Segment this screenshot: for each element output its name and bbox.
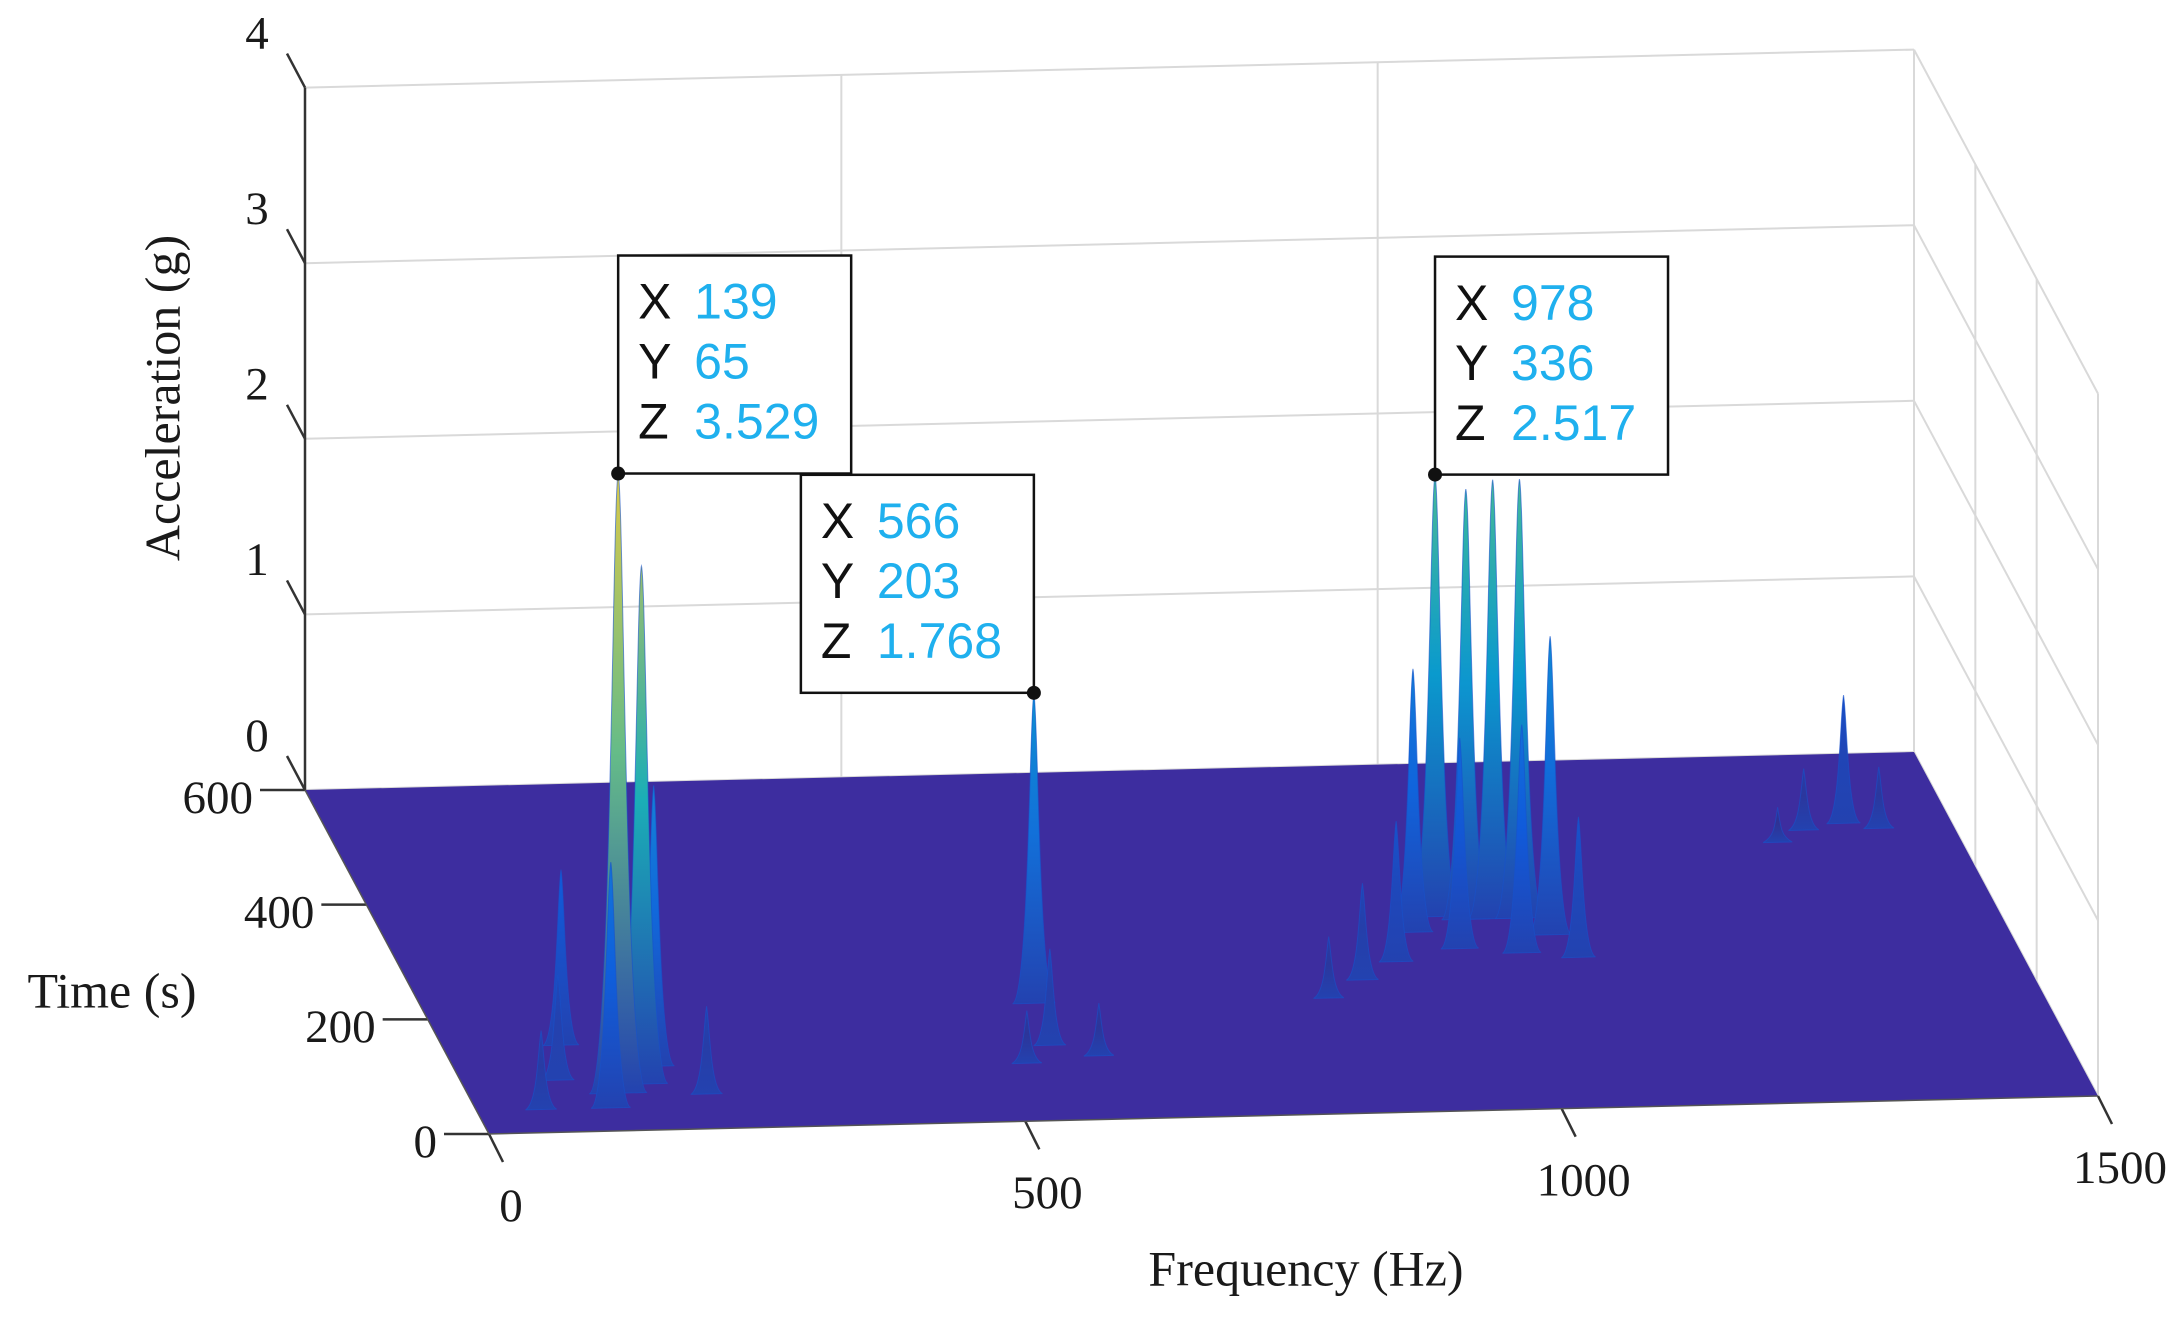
- surface-peak: [1378, 821, 1414, 963]
- grid-line: [1913, 400, 2099, 746]
- grid-line: [304, 399, 1915, 440]
- datatip-key: Z: [821, 613, 852, 669]
- datatip-key: X: [638, 274, 671, 330]
- z-tick: [285, 755, 307, 791]
- surface-peak: [541, 974, 575, 1082]
- surface-peak: [1392, 668, 1434, 934]
- datatip-marker: [1026, 685, 1041, 700]
- grid-line: [304, 224, 1915, 265]
- surface-peak: [1502, 724, 1542, 954]
- x-tick: [487, 1133, 505, 1163]
- surface-peak: [1826, 695, 1861, 825]
- datatip-value: 3.529: [694, 394, 819, 450]
- z-tick-label: 4: [245, 7, 269, 59]
- z-tick-label: 2: [245, 359, 269, 411]
- y-tick-label: 600: [183, 772, 254, 824]
- surface-peak: [525, 1030, 558, 1111]
- datatip-value: 65: [694, 334, 750, 390]
- y-tick-label: 400: [244, 886, 315, 938]
- grid-line: [1913, 224, 2099, 570]
- datatip-marker: [1428, 467, 1443, 482]
- z-tick: [285, 53, 307, 89]
- datatip: X 566 Y 203 Z 1.768: [799, 473, 1041, 700]
- surface-peak: [1313, 936, 1345, 999]
- datatip-key: X: [821, 493, 854, 549]
- x-tick-label: 1500: [2073, 1142, 2167, 1194]
- z-tick-label: 3: [245, 183, 269, 235]
- surface-floor: [305, 752, 2098, 1134]
- x-tick-label: 500: [1012, 1167, 1083, 1219]
- y-tick-label: 0: [414, 1116, 438, 1168]
- axes-ticks: 0 500 1000 1500 0 200 400 600 0 1 2 3 4: [183, 7, 2168, 1231]
- surface-peak: [1083, 1002, 1115, 1057]
- x-tick: [1560, 1108, 1577, 1138]
- datatip-value: 336: [1511, 335, 1594, 391]
- datatip-marker: [611, 466, 626, 481]
- datatip-box: [616, 254, 853, 475]
- grid-line: [304, 48, 1915, 89]
- surface-peak: [1345, 883, 1379, 981]
- surface: [305, 471, 2098, 1134]
- datatip-key: Y: [638, 334, 671, 390]
- datatip-value: 978: [1511, 275, 1594, 331]
- y-axis-title: Time (s): [27, 962, 196, 1018]
- datatip-key: Z: [638, 394, 669, 450]
- x-tick: [1024, 1120, 1041, 1150]
- surface-peak: [1440, 737, 1479, 950]
- surface-peak: [1011, 1010, 1043, 1065]
- datatip-value: 2.517: [1511, 395, 1636, 451]
- datatip-key: Y: [821, 553, 854, 609]
- surface-peak: [1033, 948, 1067, 1047]
- datatip-key: X: [1455, 275, 1488, 331]
- datatip-key: Y: [1455, 335, 1488, 391]
- z-tick: [285, 404, 307, 440]
- z-tick-label: 0: [245, 710, 269, 762]
- surface-peak: [1863, 766, 1895, 830]
- datatip-box: [799, 473, 1036, 695]
- surface-peak: [690, 1006, 723, 1095]
- surface-peak: [1560, 816, 1596, 959]
- z-axis-title: Acceleration (g): [134, 235, 190, 561]
- surface-peak: [1441, 489, 1491, 921]
- grid-line: [304, 575, 1915, 616]
- x-tick-label: 0: [499, 1180, 523, 1232]
- y-axis-line: [304, 789, 490, 1135]
- surface-peak: [1467, 479, 1518, 920]
- z-tick-label: 1: [245, 534, 269, 586]
- datatip: X 978 Y 336 Z 2.517: [1428, 255, 1670, 482]
- surface-peak: [542, 869, 580, 1047]
- grid-line: [1913, 49, 2099, 395]
- datatip-value: 1.768: [877, 613, 1002, 669]
- x-axis-title: Frequency (Hz): [1148, 1240, 1463, 1296]
- datatip-value: 139: [694, 274, 777, 330]
- surface-peak: [1762, 807, 1793, 844]
- x-tick-label: 1000: [1537, 1154, 1631, 1206]
- datatip-box: [1433, 255, 1670, 476]
- datatip-value: 203: [877, 553, 960, 609]
- z-tick: [285, 228, 307, 264]
- y-tick-label: 200: [305, 1001, 376, 1053]
- z-tick: [285, 579, 307, 615]
- surface-peak: [1528, 636, 1572, 936]
- datatip-key: Z: [1455, 395, 1486, 451]
- surface-peak: [590, 861, 631, 1109]
- surface-peak: [1494, 478, 1545, 920]
- surface-peak: [1788, 768, 1820, 831]
- datatip: X 139 Y 65 Z 3.529: [611, 254, 853, 481]
- grid-line: [1913, 575, 2099, 921]
- x-tick: [2096, 1095, 2114, 1125]
- x-axis-line: [488, 1095, 2099, 1135]
- datatip-value: 566: [877, 493, 960, 549]
